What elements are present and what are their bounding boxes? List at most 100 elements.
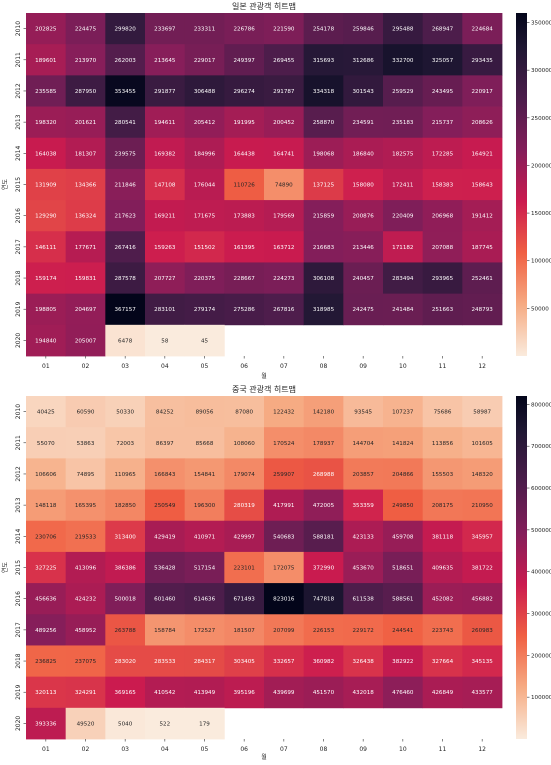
heatmap-cell — [264, 551, 305, 584]
colorbar-tick-label: 350000 — [531, 21, 551, 27]
heatmap-cell — [26, 614, 67, 646]
heatmap-cell — [224, 520, 265, 553]
cell-value-label: 50330 — [116, 410, 134, 416]
heatmap-cell — [65, 231, 106, 263]
heatmap-cell — [303, 458, 344, 490]
heatmap-cell — [65, 583, 106, 615]
cell-value-label: 213645 — [154, 58, 176, 64]
cell-value-label: 327225 — [35, 566, 57, 572]
heatmap-cell — [145, 676, 186, 709]
heatmap-cell — [422, 614, 463, 646]
heatmap-cell — [65, 137, 106, 170]
heatmap-cell — [184, 293, 225, 326]
cell-value-label: 233697 — [154, 27, 176, 33]
heatmap-cell — [343, 676, 384, 709]
cell-value-label: 220917 — [471, 89, 493, 95]
cell-value-label: 367157 — [114, 307, 136, 313]
heatmap-cell — [264, 168, 305, 201]
cell-value-label: 93545 — [354, 410, 372, 416]
heatmap-cell — [264, 583, 305, 615]
cell-value-label: 267816 — [273, 307, 295, 313]
heatmap-cell — [264, 676, 305, 709]
cell-value-label: 456882 — [471, 597, 492, 603]
cell-value-label: 55070 — [37, 441, 55, 447]
heatmap-cell — [145, 262, 186, 295]
heatmap-cell — [65, 458, 106, 490]
cell-value-label: 301543 — [352, 89, 374, 95]
heatmap-cell — [26, 262, 67, 295]
cell-value-label: 303405 — [233, 659, 255, 665]
cell-value-label: 171182 — [392, 245, 413, 251]
cell-value-label: 164921 — [471, 151, 493, 157]
cell-value-label: 155503 — [432, 472, 454, 478]
heatmap-cell — [65, 520, 106, 553]
heatmap-cell — [65, 551, 106, 584]
heatmap-cell — [422, 200, 463, 232]
x-tick-label: 01 — [42, 746, 50, 753]
heatmap-cell — [343, 583, 384, 615]
cell-value-label: 169211 — [154, 214, 176, 220]
heatmap-cell — [145, 106, 186, 139]
heatmap-cell — [303, 75, 344, 107]
cell-value-label: 451570 — [313, 690, 335, 696]
heatmap-cell — [224, 262, 265, 295]
cell-value-label: 251663 — [432, 307, 454, 313]
cell-value-label: 325057 — [432, 58, 454, 64]
cell-value-label: 259846 — [352, 27, 374, 33]
heatmap-cell — [462, 458, 503, 490]
colorbar-tick-label: 200000 — [531, 653, 551, 659]
heatmap-cell — [105, 645, 146, 678]
x-tick-label: 04 — [161, 746, 169, 753]
heatmap-cell — [105, 520, 146, 553]
cell-value-label: 58987 — [473, 410, 491, 416]
heatmap-cell — [303, 427, 344, 459]
cell-value-label: 203857 — [352, 472, 374, 478]
heatmap-cell — [343, 458, 384, 490]
heatmap-cell — [303, 13, 344, 45]
heatmap-cell — [26, 551, 67, 584]
heatmap-cell — [224, 676, 265, 709]
heatmap-cell — [65, 168, 106, 201]
cell-value-label: 189601 — [35, 58, 57, 64]
cell-value-label: 540683 — [273, 534, 295, 540]
colorbar-tick-label: 300000 — [531, 612, 551, 618]
y-tick-label: 2013 — [15, 497, 22, 512]
heatmap-cell — [184, 75, 225, 107]
cell-value-label: 178937 — [313, 441, 335, 447]
cell-value-label: 233311 — [194, 27, 216, 33]
heatmap-cell — [145, 168, 186, 201]
heatmap-cell — [264, 458, 305, 490]
heatmap-cell — [303, 293, 344, 326]
heatmap-cell — [383, 13, 424, 45]
cell-value-label: 198805 — [35, 307, 57, 313]
cell-value-label: 381722 — [471, 566, 492, 572]
cell-value-label: 110965 — [114, 472, 136, 478]
cell-value-label: 131909 — [35, 183, 57, 189]
heatmap-cell — [26, 583, 67, 615]
cell-value-label: 205007 — [75, 338, 97, 344]
heatmap-cell — [224, 168, 265, 201]
cell-value-label: 172527 — [194, 628, 216, 634]
heatmap-cell — [303, 614, 344, 646]
colorbar-tick-label: 700000 — [531, 444, 551, 450]
cell-value-label: 217623 — [114, 214, 136, 220]
cell-value-label: 219533 — [75, 534, 97, 540]
cell-value-label: 107237 — [392, 410, 414, 416]
heatmap-cell — [303, 137, 344, 170]
colorbar-tick-label: 100000 — [531, 695, 551, 701]
cell-value-label: 360982 — [313, 659, 334, 665]
cell-value-label: 74890 — [275, 183, 293, 189]
heatmap-cell — [105, 200, 146, 232]
cell-value-label: 147108 — [154, 183, 176, 189]
heatmap-cell — [383, 676, 424, 709]
heatmap-cell — [343, 551, 384, 584]
heatmap-cell — [26, 44, 67, 76]
cell-value-label: 129290 — [35, 214, 57, 220]
heatmap-cell — [224, 396, 265, 428]
heatmap-cell — [26, 396, 67, 428]
heatmap-cell — [105, 231, 146, 263]
cell-value-label: 381118 — [432, 534, 454, 540]
cell-value-label: 226786 — [233, 27, 255, 33]
y-tick-label: 2015 — [15, 177, 22, 192]
x-tick-label: 12 — [478, 363, 486, 370]
